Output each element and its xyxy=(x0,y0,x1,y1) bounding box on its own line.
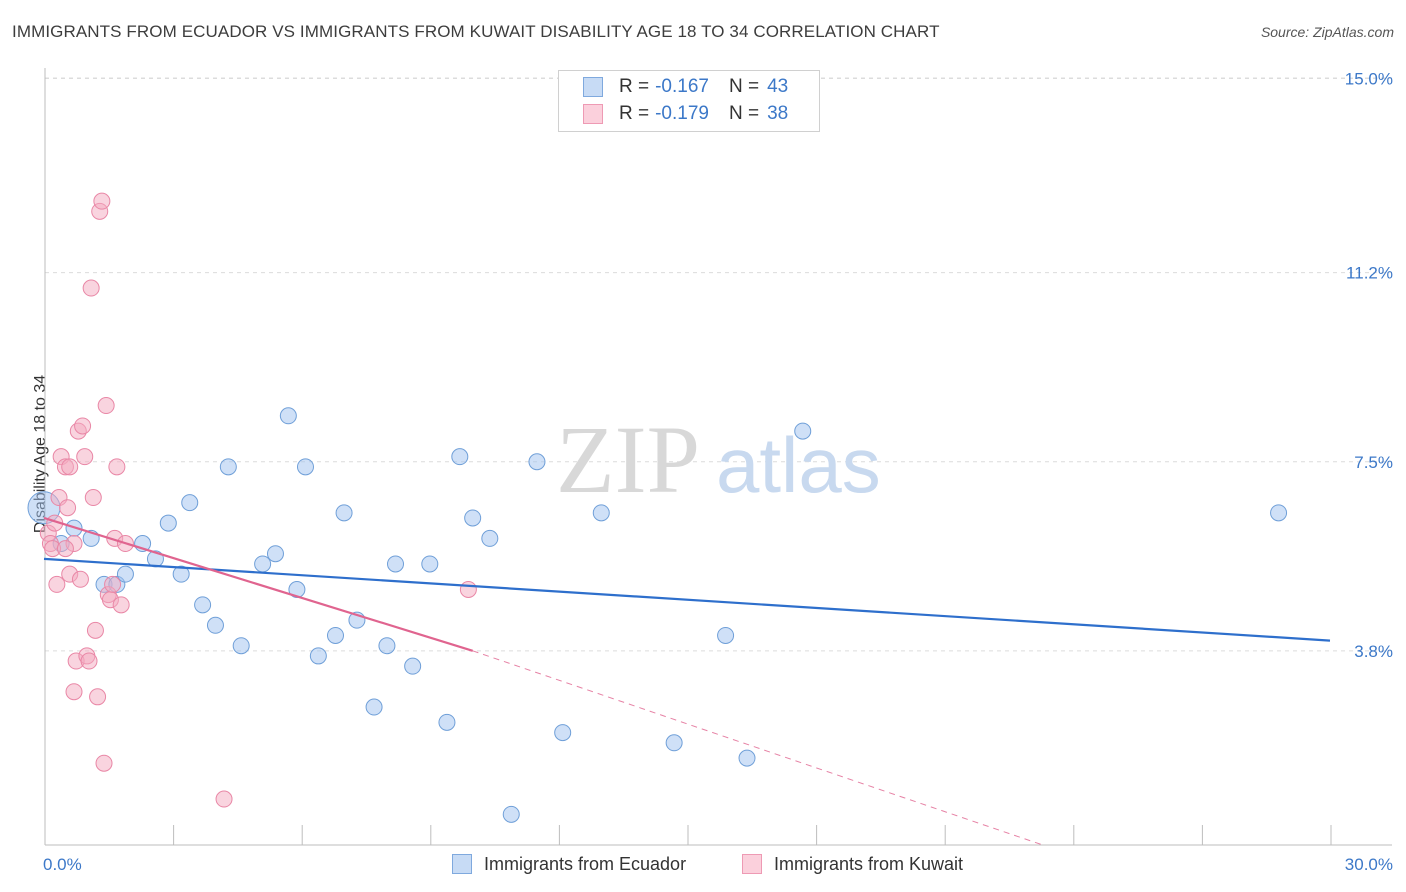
trend-line-ecuador xyxy=(43,557,1331,642)
point-kuwait xyxy=(65,683,83,701)
point-ecuador xyxy=(279,407,297,425)
point-kuwait xyxy=(76,448,94,466)
point-ecuador xyxy=(266,545,284,563)
point-kuwait xyxy=(112,596,130,614)
legend-swatch-ecuador xyxy=(583,77,603,97)
legend-r-value: -0.167 xyxy=(655,76,709,97)
point-kuwait xyxy=(74,417,92,435)
series-legend-kuwait: Immigrants from Kuwait xyxy=(742,852,963,876)
point-ecuador xyxy=(738,749,756,767)
correlation-legend: R = -0.167 N = 43 R = -0.179 N = 38 xyxy=(558,70,820,132)
point-kuwait xyxy=(80,652,98,670)
legend-n-value: 43 xyxy=(767,76,789,97)
trend-line-kuwait-extrapolated xyxy=(472,650,1043,846)
point-kuwait xyxy=(56,540,74,558)
legend-r-value: -0.179 xyxy=(655,103,709,124)
point-ecuador xyxy=(481,529,499,547)
point-kuwait xyxy=(48,575,66,593)
point-ecuador xyxy=(288,581,306,598)
point-kuwait xyxy=(59,499,77,517)
legend-swatch-kuwait xyxy=(583,104,603,124)
point-kuwait xyxy=(93,192,111,210)
point-kuwait xyxy=(95,754,113,772)
point-kuwait xyxy=(84,489,102,507)
point-ecuador xyxy=(404,657,422,675)
axes xyxy=(44,68,1392,846)
point-kuwait xyxy=(108,458,126,476)
legend-n-label: N = xyxy=(728,103,760,124)
source-label: Source: ZipAtlas.com xyxy=(1260,24,1394,40)
point-ecuador xyxy=(438,713,456,731)
y-tick-label: 3.8% xyxy=(1354,642,1393,661)
point-kuwait xyxy=(71,570,89,588)
tick-labels: 3.8% 7.5% 11.2% 15.0% 0.0% 30.0% xyxy=(43,70,1393,875)
point-ecuador xyxy=(365,698,383,716)
point-ecuador xyxy=(181,494,199,512)
point-ecuador xyxy=(159,514,177,532)
series-legend-ecuador: Immigrants from Ecuador xyxy=(452,852,686,876)
point-ecuador xyxy=(464,509,482,527)
series-label-kuwait: Immigrants from Kuwait xyxy=(774,853,964,874)
watermark-zip: ZIP xyxy=(556,406,700,513)
x-tick-label: 0.0% xyxy=(43,855,82,874)
point-kuwait xyxy=(215,790,233,808)
point-kuwait xyxy=(82,279,100,297)
point-ecuador xyxy=(451,448,469,466)
legend-r-label: R = xyxy=(619,76,650,97)
series-swatch-kuwait xyxy=(742,854,762,874)
point-ecuador xyxy=(206,616,224,634)
x-tick-label: 30.0% xyxy=(1345,855,1393,874)
point-ecuador xyxy=(794,422,812,440)
point-ecuador xyxy=(421,555,439,573)
point-kuwait xyxy=(89,688,107,706)
series-label-ecuador: Immigrants from Ecuador xyxy=(484,853,687,874)
point-ecuador xyxy=(254,555,272,573)
point-ecuador xyxy=(326,626,344,644)
point-ecuador xyxy=(592,504,610,522)
y-tick-label: 11.2% xyxy=(1346,264,1393,283)
chart-title: IMMIGRANTS FROM ECUADOR VS IMMIGRANTS FR… xyxy=(12,22,940,41)
trend-lines xyxy=(43,516,1331,846)
point-ecuador xyxy=(378,637,396,655)
point-kuwait xyxy=(97,397,115,415)
data-points xyxy=(27,192,1288,823)
legend-n-value: 38 xyxy=(767,103,789,124)
point-ecuador xyxy=(1270,504,1288,522)
point-kuwait xyxy=(61,458,79,476)
point-kuwait xyxy=(104,575,122,593)
point-ecuador xyxy=(194,596,212,614)
grid-lines xyxy=(45,77,1392,652)
point-kuwait xyxy=(459,581,477,598)
point-ecuador xyxy=(232,637,250,655)
point-ecuador xyxy=(554,724,572,742)
point-ecuador xyxy=(717,626,735,644)
point-ecuador xyxy=(528,453,546,471)
point-ecuador xyxy=(309,647,327,665)
legend-row-kuwait: R = -0.179 N = 38 xyxy=(583,101,788,127)
legend-n-label: N = xyxy=(728,76,760,97)
legend-r-label: R = xyxy=(619,103,650,124)
point-ecuador xyxy=(172,565,190,583)
legend-row-ecuador: R = -0.167 N = 43 xyxy=(583,74,788,100)
y-tick-label: 15.0% xyxy=(1345,70,1393,89)
y-tick-label: 7.5% xyxy=(1354,453,1393,472)
point-ecuador xyxy=(116,565,134,583)
point-ecuador xyxy=(387,555,405,573)
point-ecuador xyxy=(219,458,237,476)
point-kuwait xyxy=(86,621,104,639)
series-swatch-ecuador xyxy=(452,854,472,874)
trend-line-kuwait xyxy=(43,516,473,652)
point-ecuador xyxy=(665,734,683,752)
point-ecuador xyxy=(335,504,353,522)
point-ecuador xyxy=(296,458,314,476)
point-ecuador xyxy=(502,805,520,823)
